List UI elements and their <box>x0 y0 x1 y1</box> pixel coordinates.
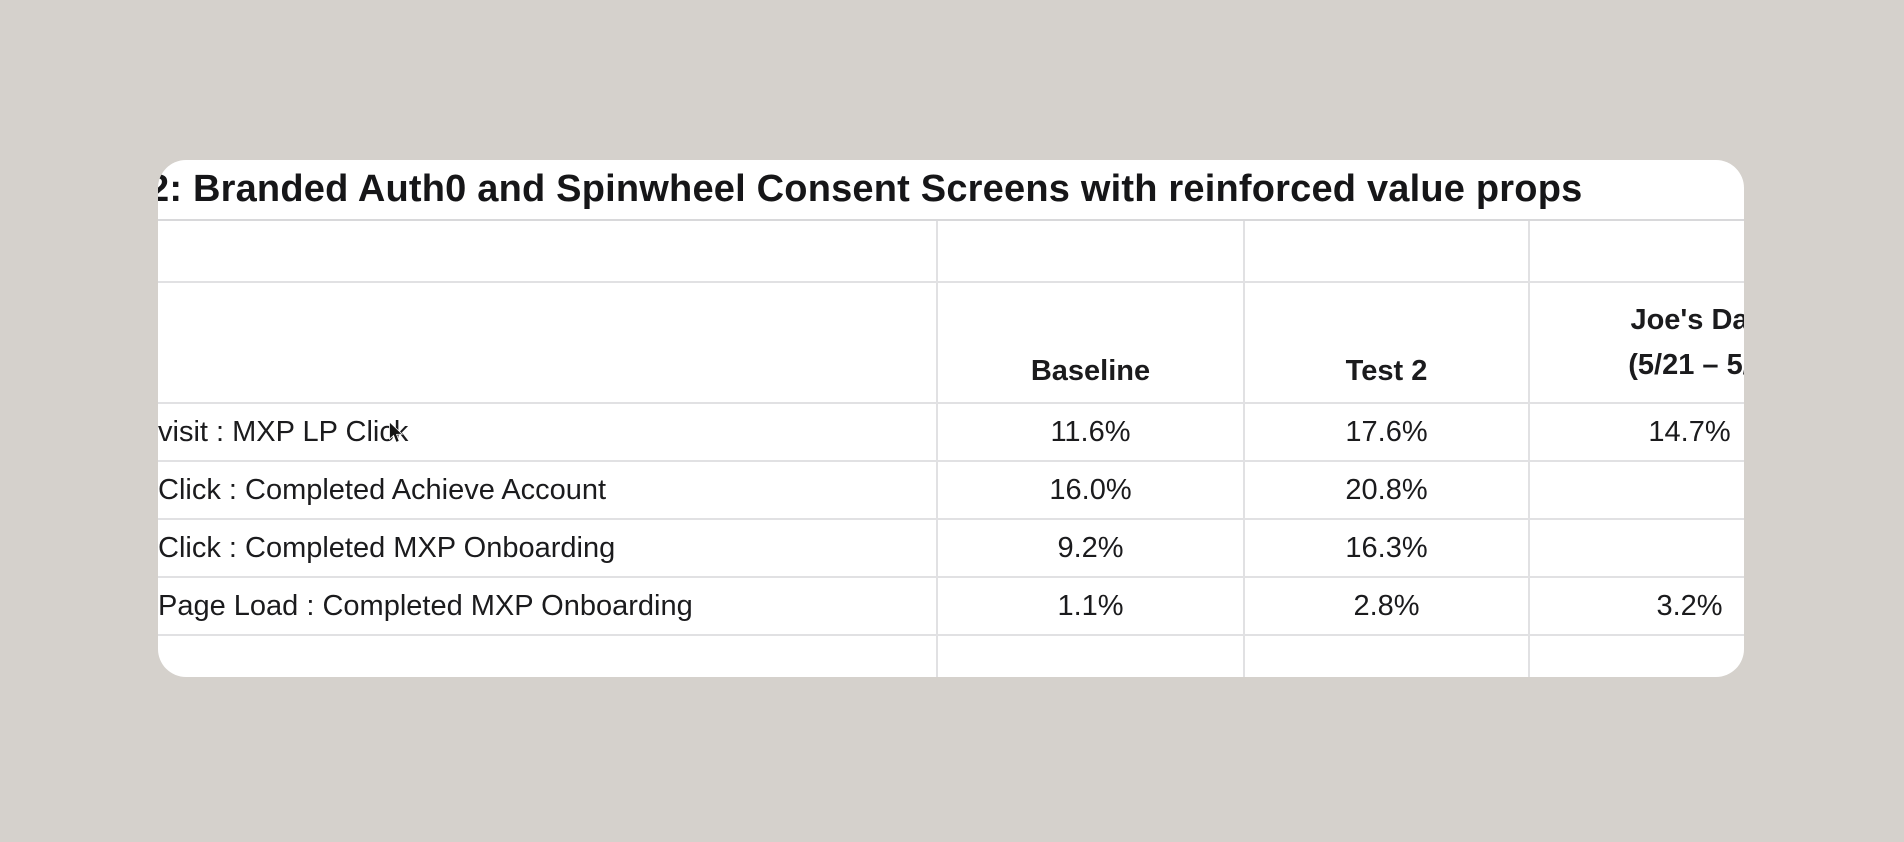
empty-cell[interactable] <box>1243 635 1529 677</box>
sheet-title: 2: Branded Auth0 and Spinwheel Consent S… <box>158 168 1583 210</box>
empty-cell[interactable] <box>158 221 937 283</box>
empty-cell[interactable] <box>1243 221 1529 283</box>
column-header-test2[interactable]: Test 2 <box>1243 282 1529 404</box>
empty-cell[interactable] <box>1528 635 1744 677</box>
spreadsheet-card: 2: Branded Auth0 and Spinwheel Consent S… <box>158 160 1744 677</box>
column-header-joes-line2: (5/21 – 5/ <box>1628 349 1744 381</box>
column-header-joes-line1: Joe's Da <box>1630 304 1744 336</box>
test2-value-cell[interactable]: 16.3% <box>1243 519 1529 578</box>
joes-value-cell[interactable]: 14.7% <box>1528 403 1744 462</box>
table-row: visit : MXP LP Click 11.6% 17.6% 14.7% <box>158 403 1744 462</box>
column-header-joes[interactable]: Joe's Da (5/21 – 5/ <box>1528 282 1744 404</box>
sheet-title-cell[interactable]: 2: Branded Auth0 and Spinwheel Consent S… <box>158 160 1744 221</box>
empty-cell[interactable] <box>1528 221 1744 283</box>
joes-value-cell[interactable]: 3.2% <box>1528 577 1744 636</box>
test2-value-cell[interactable]: 17.6% <box>1243 403 1529 462</box>
baseline-value-cell[interactable]: 16.0% <box>936 461 1244 520</box>
metric-label-cell[interactable]: Click : Completed MXP Onboarding <box>158 519 937 578</box>
spacer-row-top <box>158 221 1744 283</box>
metric-label-cell[interactable]: Click : Completed Achieve Account <box>158 461 937 520</box>
baseline-value-cell[interactable]: 11.6% <box>936 403 1244 462</box>
empty-cell[interactable] <box>158 635 937 677</box>
spacer-row-bottom <box>158 635 1744 677</box>
header-row: Baseline Test 2 Joe's Da (5/21 – 5/ <box>158 282 1744 404</box>
metrics-table: Baseline Test 2 Joe's Da (5/21 – 5/ visi… <box>158 221 1744 677</box>
table-row: Click : Completed MXP Onboarding 9.2% 16… <box>158 519 1744 578</box>
empty-cell[interactable] <box>936 635 1244 677</box>
baseline-value-cell[interactable]: 9.2% <box>936 519 1244 578</box>
metric-label-cell[interactable]: Page Load : Completed MXP Onboarding <box>158 577 937 636</box>
baseline-value-cell[interactable]: 1.1% <box>936 577 1244 636</box>
table-row: Click : Completed Achieve Account 16.0% … <box>158 461 1744 520</box>
column-header-baseline[interactable]: Baseline <box>936 282 1244 404</box>
joes-value-cell[interactable] <box>1528 461 1744 520</box>
test2-value-cell[interactable]: 20.8% <box>1243 461 1529 520</box>
row-header-blank-cell[interactable] <box>158 282 937 404</box>
metric-label-cell[interactable]: visit : MXP LP Click <box>158 403 937 462</box>
table-row: Page Load : Completed MXP Onboarding 1.1… <box>158 577 1744 636</box>
empty-cell[interactable] <box>936 221 1244 283</box>
test2-value-cell[interactable]: 2.8% <box>1243 577 1529 636</box>
joes-value-cell[interactable] <box>1528 519 1744 578</box>
